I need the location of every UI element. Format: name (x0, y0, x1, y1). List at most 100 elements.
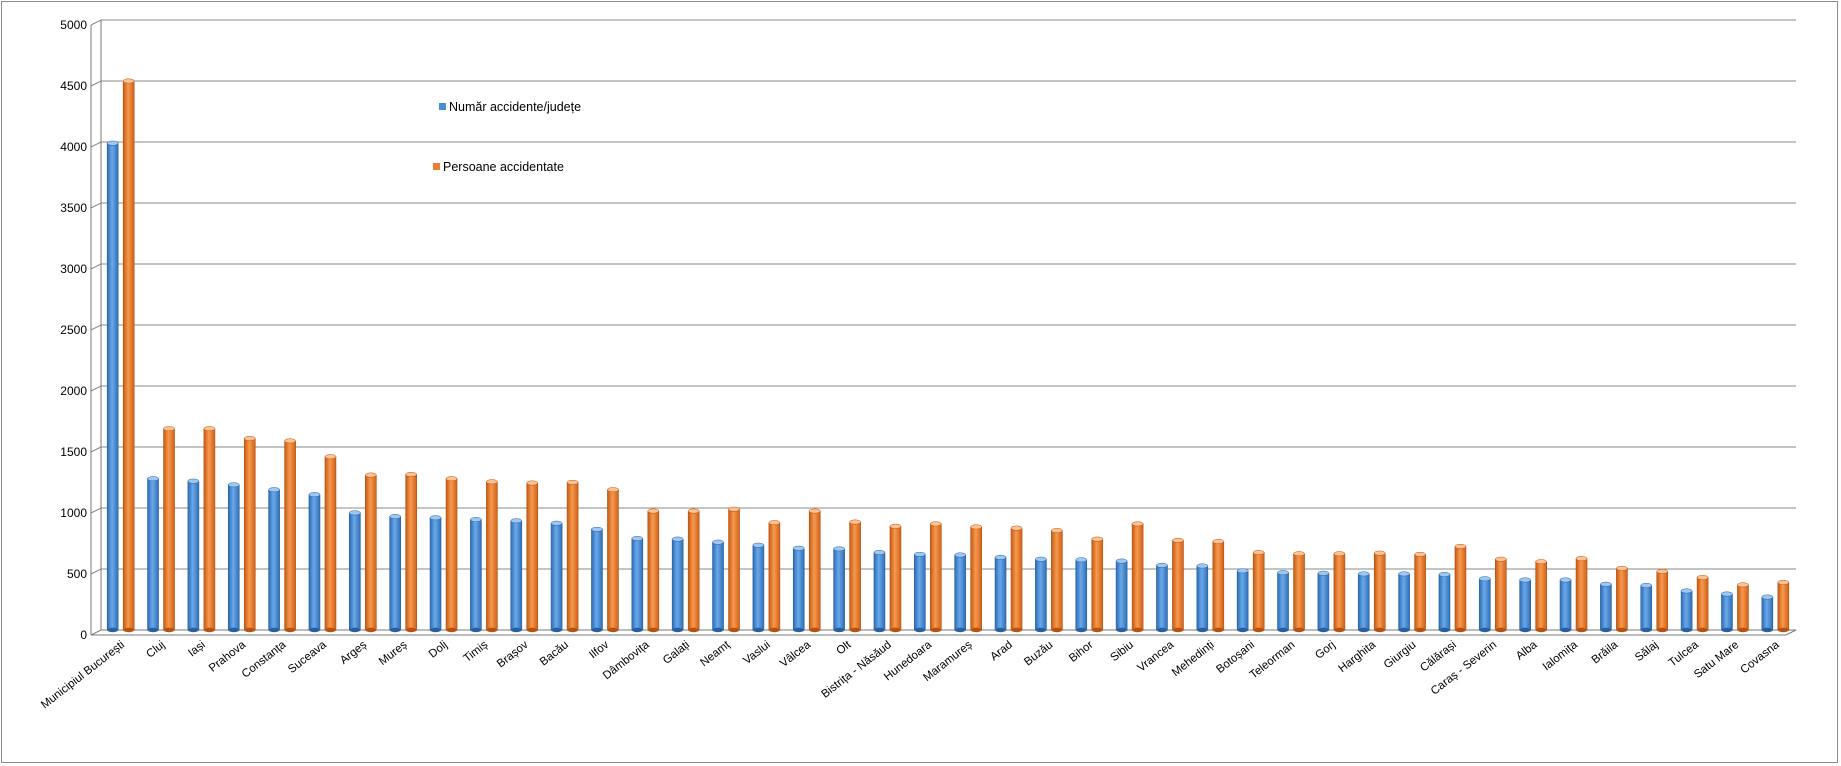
bar-body (607, 489, 619, 631)
y-tick-label: 0 (80, 628, 87, 642)
x-tick-label: Olt (834, 638, 854, 657)
bar-body (1091, 538, 1104, 631)
bar-accidents (1035, 556, 1047, 633)
bar-body (324, 456, 337, 631)
bar-base (1681, 627, 1693, 633)
x-tick-label: Brăila (1590, 639, 1621, 667)
bar-persons (687, 508, 700, 633)
bar-base (1761, 627, 1773, 633)
bar-base (849, 627, 861, 633)
bar-top (1535, 559, 1547, 565)
bar-base (728, 627, 740, 633)
bar-base (1438, 627, 1450, 633)
bar-accidents (1115, 558, 1128, 633)
bar-body (147, 478, 159, 631)
x-tick-label: Gorj (1313, 639, 1338, 662)
bar-body (1696, 577, 1709, 631)
bar-base (1398, 627, 1410, 633)
bar-accidents (914, 551, 926, 633)
bar-base (389, 627, 401, 633)
bar-accidents (1156, 562, 1168, 633)
bar-body (1535, 561, 1547, 631)
x-tick-label: Argeș (338, 639, 369, 667)
bar-base (914, 627, 926, 633)
x-tick-label: Sibiu (1108, 639, 1136, 664)
bar-body (550, 522, 563, 631)
bar-body (566, 482, 579, 631)
bar-top (591, 526, 603, 532)
bar-top (687, 508, 700, 514)
bar-body (106, 142, 119, 631)
bar-base (147, 627, 159, 633)
bar-body (1156, 565, 1168, 631)
bar-top (1438, 572, 1451, 577)
bar-persons (163, 426, 175, 633)
bar-top (1374, 550, 1386, 556)
bar-persons (728, 506, 740, 633)
bar-accidents (308, 492, 321, 633)
bar-accidents (954, 552, 966, 633)
bar-body (1277, 572, 1289, 631)
bar-base (1172, 627, 1184, 633)
bar-accidents (268, 487, 280, 633)
bar-base (672, 627, 684, 633)
y-tick-label: 1000 (60, 506, 87, 520)
bar-top (429, 515, 442, 521)
bar-body (768, 522, 781, 631)
x-tick-label: Suceava (286, 639, 329, 676)
bar-body (365, 474, 377, 631)
bar-top (712, 539, 724, 545)
bar-top (1495, 556, 1507, 562)
bar-accidents (1519, 577, 1531, 633)
bar-base (1777, 627, 1789, 633)
legend-item-accidents: Număr accidente/județe (439, 100, 581, 114)
x-tick-label: Neamț (698, 638, 733, 669)
bar-base (833, 627, 845, 633)
bar-body (1075, 559, 1088, 631)
x-tick-label: Galați (661, 639, 692, 667)
bar-base (1479, 627, 1491, 633)
bar-top (1656, 568, 1668, 574)
y-tick-label: 500 (67, 567, 87, 581)
bar-body (268, 489, 280, 631)
bar-top (809, 508, 821, 514)
bar-base (1616, 627, 1628, 633)
bar-top (486, 479, 498, 485)
bar-top (1761, 594, 1774, 600)
bar-top (405, 472, 417, 477)
bar-accidents (147, 476, 159, 633)
bar-base (1011, 627, 1023, 633)
bar-accidents (1479, 576, 1491, 633)
bar-base (567, 627, 579, 633)
bar-persons (1252, 550, 1265, 633)
bar-top (1600, 581, 1612, 587)
bar-body (1600, 583, 1612, 631)
bar-base (486, 627, 498, 633)
chart-floor (90, 629, 1797, 636)
bar-accidents (470, 517, 482, 633)
bar-accidents (1317, 570, 1330, 633)
bar-persons (1131, 521, 1144, 633)
bar-top (445, 476, 458, 482)
bar-accidents (1721, 591, 1733, 633)
bar-persons (1777, 579, 1790, 633)
bar-base (430, 627, 442, 633)
bar-body (1454, 546, 1467, 631)
bar-top (671, 536, 684, 542)
bar-base (1656, 627, 1668, 633)
bar-top (1075, 557, 1087, 563)
bar-base (365, 627, 377, 633)
bar-top (1777, 579, 1790, 585)
bar-top (228, 482, 240, 488)
bar-body (1656, 571, 1669, 631)
bar-persons (1373, 550, 1386, 633)
bar-body (243, 438, 256, 631)
bar-top (1091, 536, 1103, 542)
bar-accidents (792, 545, 805, 633)
bar-top (244, 436, 256, 441)
x-tick-label: Iași (186, 639, 207, 659)
bar-base (1253, 627, 1265, 633)
bar-top (1414, 551, 1426, 557)
bar-accidents (106, 140, 119, 633)
bar-persons (930, 521, 942, 633)
